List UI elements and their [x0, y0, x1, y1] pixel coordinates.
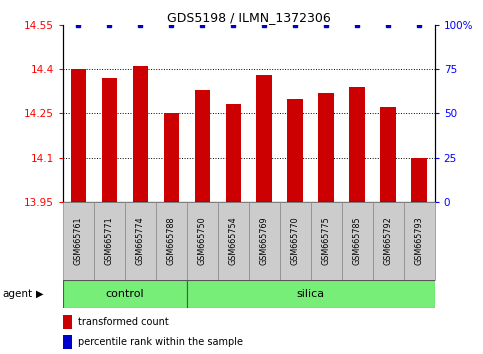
Text: GSM665785: GSM665785 [353, 216, 362, 265]
Bar [63, 335, 72, 348]
Text: GSM665761: GSM665761 [74, 216, 83, 265]
Bar [63, 280, 187, 308]
Text: GSM665792: GSM665792 [384, 216, 393, 265]
Bar [101, 78, 117, 202]
Bar [280, 202, 311, 280]
Bar [71, 69, 86, 202]
Bar [342, 202, 373, 280]
Bar [125, 202, 156, 280]
Bar [287, 98, 303, 202]
Bar [404, 202, 435, 280]
Bar [156, 202, 187, 280]
Bar [132, 66, 148, 202]
Text: GSM665770: GSM665770 [291, 216, 300, 265]
Text: ▶: ▶ [36, 289, 44, 299]
Text: GSM665769: GSM665769 [260, 216, 269, 265]
Bar [218, 202, 249, 280]
Bar [256, 75, 272, 202]
Bar [311, 202, 342, 280]
Text: agent: agent [2, 289, 32, 299]
Bar [94, 202, 125, 280]
Text: silica: silica [297, 289, 325, 299]
Text: transformed count: transformed count [78, 318, 169, 327]
Text: GSM665754: GSM665754 [229, 216, 238, 265]
Bar [249, 202, 280, 280]
Bar [350, 87, 365, 202]
Text: GSM665774: GSM665774 [136, 216, 145, 265]
Bar [164, 113, 179, 202]
Bar [63, 315, 72, 329]
Bar [187, 280, 435, 308]
Bar [63, 202, 94, 280]
Bar [318, 93, 334, 202]
Bar [195, 90, 210, 202]
Text: GSM665771: GSM665771 [105, 216, 114, 265]
Text: control: control [105, 289, 144, 299]
Bar [373, 202, 404, 280]
Bar [381, 107, 396, 202]
Text: GSM665750: GSM665750 [198, 216, 207, 265]
Text: GSM665775: GSM665775 [322, 216, 331, 265]
Text: percentile rank within the sample: percentile rank within the sample [78, 337, 242, 347]
Bar [226, 104, 241, 202]
Title: GDS5198 / ILMN_1372306: GDS5198 / ILMN_1372306 [167, 11, 331, 24]
Text: GSM665788: GSM665788 [167, 216, 176, 265]
Text: GSM665793: GSM665793 [415, 216, 424, 265]
Bar [412, 158, 427, 202]
Bar [187, 202, 218, 280]
